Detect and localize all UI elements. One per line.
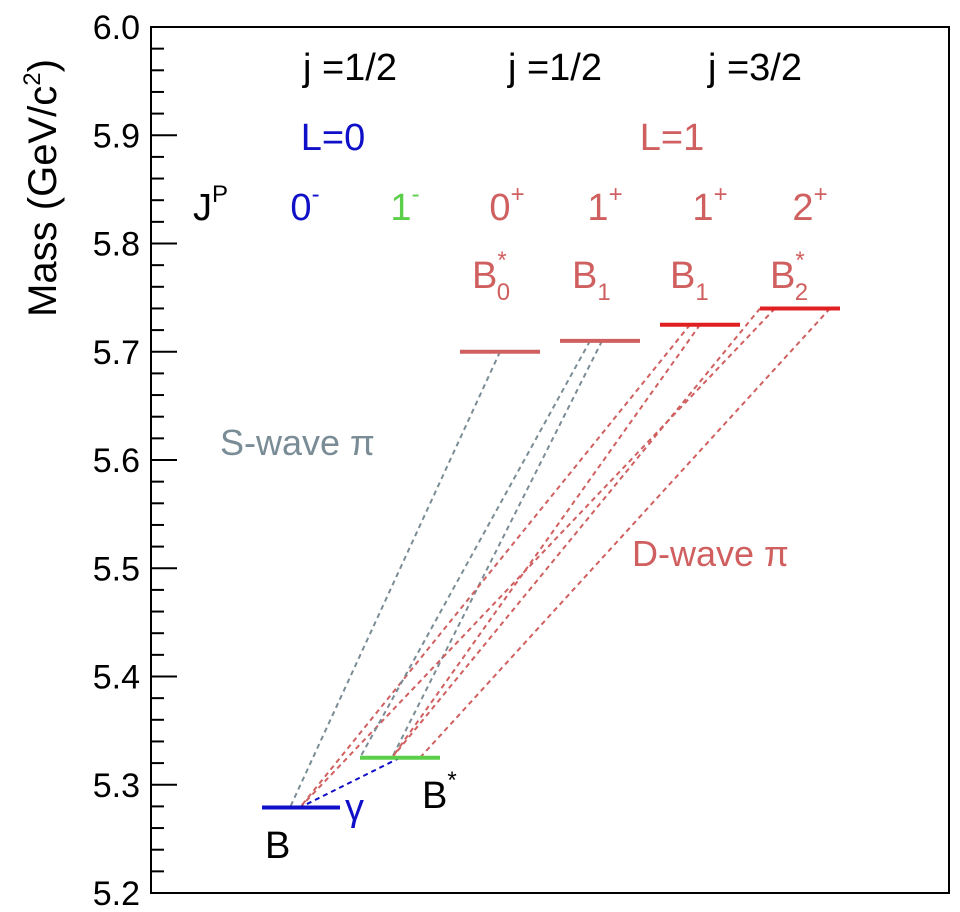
- y-axis-tick-labels: 5.2 5.3 5.4 5.5 5.6 5.7 5.8 5.9 6.0: [93, 9, 140, 912]
- transition-line: [359, 340, 591, 759]
- jp-label: JP: [193, 181, 228, 229]
- jp-value: 0+: [489, 181, 524, 229]
- tick-label: 5.4: [93, 659, 140, 697]
- state-label: B*: [422, 767, 457, 817]
- transition-line: [299, 324, 691, 809]
- s-wave-annotation: S-wave π: [220, 422, 375, 463]
- jp-value: 1-: [390, 181, 419, 229]
- jp-values: 0- 1- 0+ 1+ 1+ 2+: [290, 181, 827, 229]
- l-label-1: L=1: [640, 117, 704, 159]
- state-labels: B B* B* 0 B1 B1 B* 2: [265, 247, 808, 867]
- state-label: B* 2: [770, 247, 808, 306]
- tick-label: 5.6: [93, 442, 140, 480]
- decay-transitions: [289, 307, 831, 809]
- state-label: B* 0: [472, 247, 510, 306]
- jp-value: 1+: [587, 181, 622, 229]
- tick-label: 5.5: [93, 550, 140, 588]
- y-axis-ticks: [151, 26, 177, 894]
- state-label: B1: [670, 255, 709, 306]
- j-label-2: j =1/2: [507, 47, 602, 89]
- tick-label: 5.7: [93, 334, 140, 372]
- state-label: B: [265, 825, 290, 867]
- jp-value: 0-: [290, 181, 319, 229]
- transition-line: [419, 307, 831, 759]
- gamma-annotation: γ: [345, 787, 364, 829]
- tick-label: 5.3: [93, 767, 140, 805]
- transition-line: [299, 307, 776, 809]
- mass-levels: [262, 306, 840, 810]
- jp-value: 1+: [692, 181, 727, 229]
- jp-value: 2+: [792, 181, 827, 229]
- j-label-3: j =3/2: [707, 47, 802, 89]
- d-wave-annotation: D-wave π: [632, 533, 789, 574]
- tick-label: 5.9: [93, 117, 140, 155]
- transition-line: [289, 351, 501, 808]
- transition-line: [391, 324, 701, 759]
- j-label-1: j =1/2: [302, 47, 397, 89]
- l-label-0: L=0: [301, 117, 365, 159]
- transition-line: [391, 307, 761, 759]
- state-label: B1: [572, 255, 611, 306]
- tick-label: 5.8: [93, 226, 140, 264]
- transition-line: [299, 756, 401, 809]
- y-axis-label: Mass (GeV/c2): [19, 59, 65, 317]
- tick-label: 6.0: [93, 9, 140, 47]
- transition-line: [391, 340, 603, 759]
- tick-label: 5.2: [93, 875, 140, 912]
